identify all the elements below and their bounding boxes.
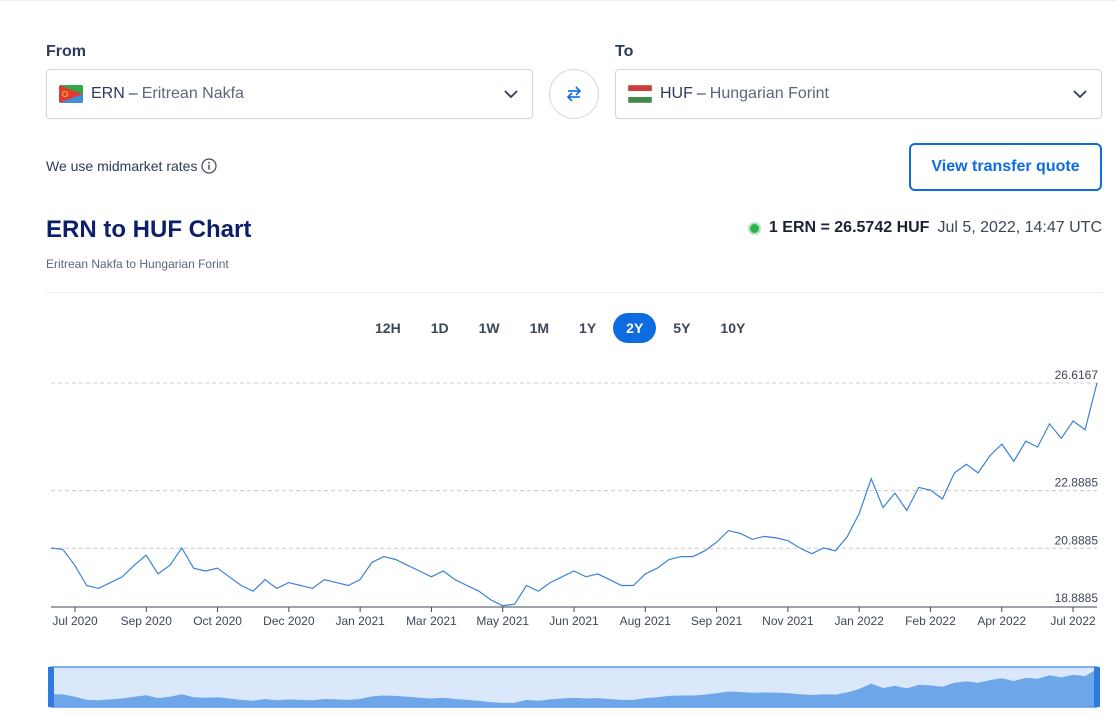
from-currency-code: ERN [91,85,125,102]
from-currency-name: Eritrean Nakfa [141,85,244,102]
midmarket-note: We use midmarket rates [46,158,218,174]
x-tick-label: Apr 2022 [977,614,1026,628]
swap-arrows-icon [566,86,582,102]
range-button-1d[interactable]: 1D [430,320,449,336]
x-tick-label: Oct 2020 [193,614,242,628]
x-tick-label: Jul 2020 [52,614,98,628]
to-currency-name: Hungarian Forint [709,85,829,102]
live-rate: 1 ERN = 26.5742 HUF Jul 5, 2022, 14:47 U… [747,219,1102,237]
range-button-1y[interactable]: 1Y [579,320,597,336]
time-range-selector: 12H 1D 1W 1M 1Y 2Y 5Y 10Y [362,313,762,343]
x-tick-label: Jun 2021 [549,614,599,628]
from-label: From [46,43,86,60]
from-currency-dash: – [128,85,138,102]
y-tick-label: 22.8885 [1055,476,1099,490]
x-tick-label: Nov 2021 [762,614,814,628]
live-status-dot-icon [747,221,761,235]
x-tick-label: Jan 2022 [834,614,884,628]
x-tick-label: May 2021 [476,614,529,628]
x-tick-label: Feb 2022 [905,614,956,628]
rate-timestamp: Jul 5, 2022, 14:47 UTC [937,219,1102,236]
view-transfer-quote-button[interactable]: View transfer quote [909,143,1102,191]
swap-currencies-button[interactable] [549,69,599,119]
series-line [50,382,1098,607]
range-button-1m[interactable]: 1M [529,320,550,336]
x-tick-label: Jan 2021 [335,614,385,628]
midmarket-text: We use midmarket rates [46,158,198,174]
y-tick-label: 20.8885 [1055,533,1099,547]
from-currency-select[interactable]: ERN – Eritrean Nakfa [46,69,533,119]
x-tick-label: Mar 2021 [406,614,457,628]
chart-title: ERN to HUF Chart [46,216,252,243]
chevron-down-icon [504,90,518,99]
navigator-left-handle[interactable] [48,667,54,707]
x-tick-label: Dec 2020 [263,614,315,628]
y-tick-label: 18.8885 [1055,591,1099,605]
range-button-2y[interactable]: 2Y [613,313,657,343]
range-button-5y[interactable]: 5Y [673,320,691,336]
range-button-1w[interactable]: 1W [478,320,500,336]
rate-value: 1 ERN = 26.5742 HUF [768,219,930,236]
info-icon[interactable] [201,158,218,174]
to-currency-dash: – [696,85,706,102]
rate-chart[interactable]: 26.6167 22.8885 20.8885 18.8885 Jul 2020 Sep … [0,360,1117,716]
y-tick-label: 26.6167 [1055,368,1099,382]
navigator-right-handle[interactable] [1094,667,1100,707]
chevron-down-icon [1073,90,1087,99]
hungary-flag-icon [628,85,652,103]
range-button-10y[interactable]: 10Y [720,320,746,336]
x-tick-label: Aug 2021 [620,614,672,628]
x-tick-label: Jul 2022 [1050,614,1096,628]
navigator-area [51,669,1097,707]
x-tick-label: Sep 2020 [121,614,173,628]
to-currency-code: HUF [660,85,693,102]
top-border [0,0,1117,1]
range-button-12h[interactable]: 12H [375,320,401,336]
to-label: To [615,43,634,60]
chart-subtitle: Eritrean Nakfa to Hungarian Forint [46,257,229,271]
x-tick-label: Sep 2021 [691,614,743,628]
to-currency-select[interactable]: HUF – Hungarian Forint [615,69,1102,119]
header-divider [46,292,1102,293]
eritrea-flag-icon [59,85,83,103]
